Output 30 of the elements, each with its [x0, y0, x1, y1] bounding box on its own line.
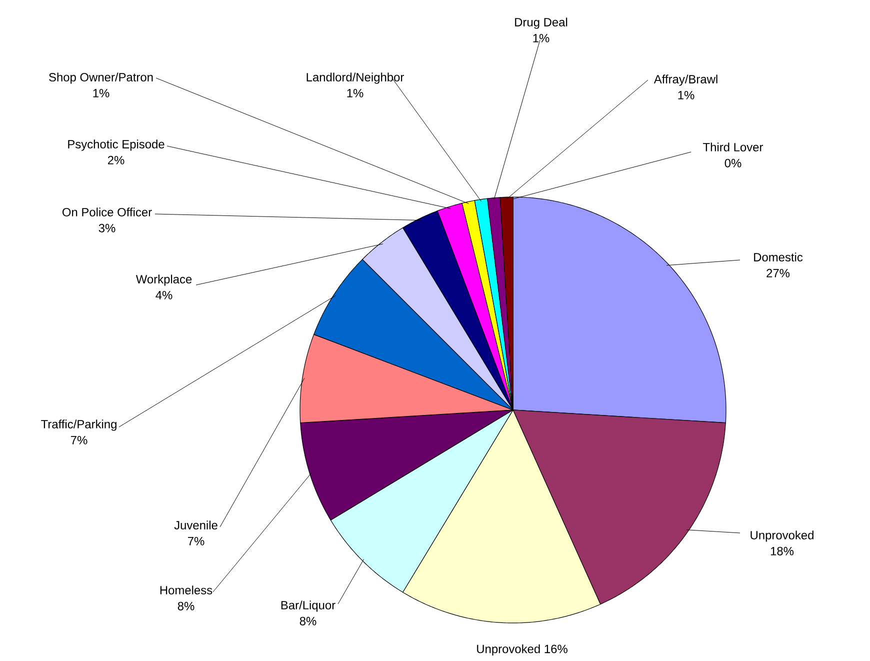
- data-label: 16%: [544, 644, 568, 654]
- slice-label: On Police Officer: [62, 208, 152, 216]
- data-label: 1%: [347, 88, 364, 98]
- data-label: 18%: [770, 546, 794, 556]
- slice-label: Affray/Brawl: [654, 74, 718, 86]
- slice-label: Workplace: [136, 274, 192, 286]
- data-label: 2%: [108, 156, 124, 164]
- slice-label: Psychotic Episode: [68, 140, 164, 151]
- data-label: 7%: [188, 536, 204, 546]
- slice-label: Juvenile: [174, 520, 218, 530]
- slice-label: Unprovoked: [477, 644, 540, 656]
- slice-label: Homeless: [160, 586, 212, 594]
- data-label: 1%: [678, 90, 694, 100]
- slice-label: Unprovoked: [750, 530, 814, 542]
- data-label: 8%: [178, 602, 194, 610]
- data-label: 1%: [93, 88, 110, 98]
- category-label: Third Lover: [703, 142, 764, 152]
- slice-label: Drug Deal: [515, 18, 568, 29]
- slice-label: Traffic/Parking: [41, 420, 116, 431]
- slice-label: Domestic: [754, 252, 803, 262]
- data-label: 7%: [70, 436, 88, 444]
- data-label: 1%: [533, 34, 550, 42]
- slice-label: Bar/Liquor: [281, 600, 336, 612]
- text: 0%: [724, 158, 742, 168]
- slice-label: Shop Owner/Patron: [49, 72, 153, 84]
- data-label: 4%: [156, 290, 172, 300]
- data-label: 27%: [766, 268, 790, 278]
- data-label: 3%: [98, 224, 116, 232]
- data-label: 8%: [300, 616, 316, 626]
- slice-label: Landlord/Neighbor: [306, 72, 404, 84]
